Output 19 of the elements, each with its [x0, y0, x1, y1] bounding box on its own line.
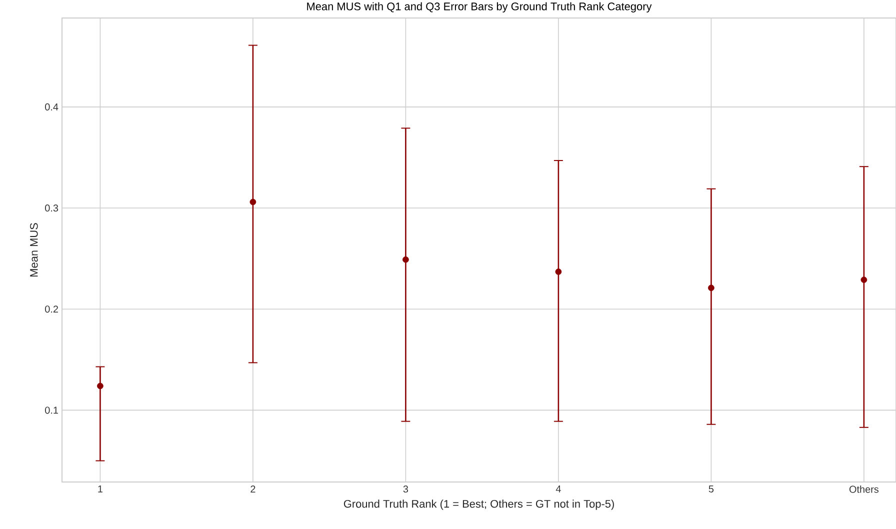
y-tick-label: 0.4: [45, 103, 58, 110]
point: [708, 284, 714, 292]
point: [250, 198, 256, 206]
x-tick-label: 4: [556, 486, 561, 492]
y-axis-title: Mean MUS: [30, 223, 38, 276]
x-tick-label: 3: [403, 486, 408, 493]
point: [860, 276, 868, 283]
x-tick-label: 2: [250, 486, 256, 492]
y-tick-label: 0.2: [45, 306, 58, 313]
chart-title: Mean MUS with Q1 and Q3 Error Bars by Ground Truth Rank Category: [307, 2, 652, 12]
point: [555, 268, 562, 275]
x-tick-label: Others: [849, 486, 879, 493]
point: [97, 382, 104, 390]
point: [402, 256, 409, 263]
x-tick-label: 1: [98, 486, 102, 492]
x-tick-label: 5: [708, 486, 714, 492]
y-tick-label: 0.1: [45, 406, 58, 414]
x-axis-title: Ground Truth Rank (1 = Best; Others = GT not in Top-5): [344, 500, 614, 510]
y-tick-label: 0.3: [45, 204, 58, 212]
